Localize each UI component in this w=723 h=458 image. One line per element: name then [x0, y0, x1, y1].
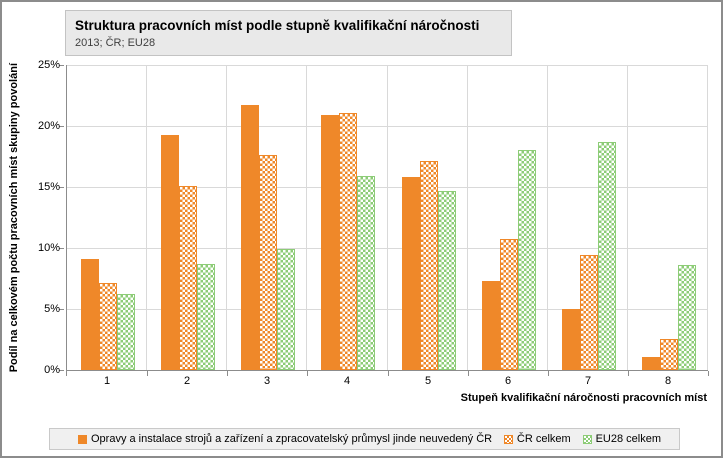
x-tick-7	[628, 371, 629, 376]
x-tick-8	[708, 371, 709, 376]
legend-item-opravy: Opravy a instalace strojů a zařízení a z…	[78, 433, 492, 445]
bar-s2-cat7	[598, 142, 616, 370]
bar-s0-cat6	[482, 281, 500, 370]
bar-s1-cat6	[500, 239, 518, 370]
bar-s0-cat7	[562, 309, 580, 370]
bar-s1-cat1	[99, 283, 117, 370]
bar-s1-cat2	[179, 186, 197, 370]
y-tick-10%	[59, 248, 64, 249]
x-tick-3	[307, 371, 308, 376]
y-tick-15%	[59, 187, 64, 188]
legend: Opravy a instalace strojů a zařízení a z…	[49, 428, 680, 450]
legend-label-eu28-celkem: EU28 celkem	[595, 433, 661, 445]
bar-s0-cat3	[241, 105, 259, 370]
legend-label-cr-celkem: ČR celkem	[516, 433, 571, 445]
legend-marker-solid-orange-icon	[78, 434, 87, 444]
y-tick-20%	[59, 126, 64, 127]
bar-s2-cat8	[678, 265, 696, 370]
bar-s1-cat5	[420, 161, 438, 370]
y-tick-5%	[59, 309, 64, 310]
legend-item-eu28-celkem: EU28 celkem	[582, 433, 661, 445]
category-label-4: 4	[343, 375, 351, 387]
gridline-v-4	[387, 65, 388, 370]
bar-s2-cat2	[197, 264, 215, 370]
category-label-1: 1	[103, 375, 111, 387]
y-tick-label-15%: 15%	[37, 181, 60, 193]
legend-item-cr-celkem: ČR celkem	[503, 433, 571, 445]
bar-s2-cat3	[277, 249, 295, 370]
category-label-3: 3	[263, 375, 271, 387]
bar-s1-cat7	[580, 255, 598, 370]
y-tick-25%	[59, 65, 64, 66]
legend-marker-checker-orange-icon	[503, 434, 513, 444]
x-tick-6	[548, 371, 549, 376]
gridline-v-1	[146, 65, 147, 370]
category-label-2: 2	[183, 375, 191, 387]
y-tick-label-20%: 20%	[37, 120, 60, 132]
bar-s2-cat5	[438, 191, 456, 370]
category-label-6: 6	[504, 375, 512, 387]
gridline-v-8	[707, 65, 708, 370]
gridline-v-5	[467, 65, 468, 370]
bar-s0-cat2	[161, 135, 179, 370]
y-tick-0%	[59, 370, 64, 371]
category-label-8: 8	[664, 375, 672, 387]
y-tick-label-10%: 10%	[37, 242, 60, 254]
bar-s1-cat3	[259, 155, 277, 370]
gridline-v-2	[226, 65, 227, 370]
chart-title-box: Struktura pracovních míst podle stupně k…	[65, 10, 512, 56]
gridline-v-6	[547, 65, 548, 370]
bar-s0-cat5	[402, 177, 420, 370]
chart-subtitle: 2013; ČR; EU28	[75, 37, 156, 49]
bar-s2-cat4	[357, 176, 375, 370]
gridline-v-7	[627, 65, 628, 370]
bar-s0-cat8	[642, 357, 660, 370]
category-label-5: 5	[424, 375, 432, 387]
x-tick-0	[66, 371, 67, 376]
x-tick-1	[147, 371, 148, 376]
bar-s0-cat1	[81, 259, 99, 370]
legend-marker-checker-green-icon	[582, 434, 592, 444]
legend-label-opravy: Opravy a instalace strojů a zařízení a z…	[91, 433, 493, 445]
y-axis-title: Podíl na celkovém počtu pracovních míst …	[8, 62, 20, 373]
bar-s2-cat1	[117, 294, 135, 370]
x-tick-2	[227, 371, 228, 376]
x-tick-5	[468, 371, 469, 376]
bar-s1-cat8	[660, 339, 678, 370]
gridline-v-3	[306, 65, 307, 370]
y-tick-label-0%: 0%	[44, 364, 60, 376]
bar-s1-cat4	[339, 113, 357, 370]
plot-area: 0% 5% 10% 15% 20% 25% 1 2 3 4 5 6 7 8	[38, 59, 709, 387]
y-tick-label-5%: 5%	[44, 303, 60, 315]
chart-title: Struktura pracovních míst podle stupně k…	[75, 18, 480, 33]
bar-s2-cat6	[518, 150, 536, 370]
y-tick-label-25%: 25%	[37, 59, 60, 71]
x-tick-4	[388, 371, 389, 376]
bar-s0-cat4	[321, 115, 339, 370]
x-axis-title: Stupeň kvalifikační náročnosti pracovníc…	[460, 392, 707, 404]
category-label-7: 7	[584, 375, 592, 387]
